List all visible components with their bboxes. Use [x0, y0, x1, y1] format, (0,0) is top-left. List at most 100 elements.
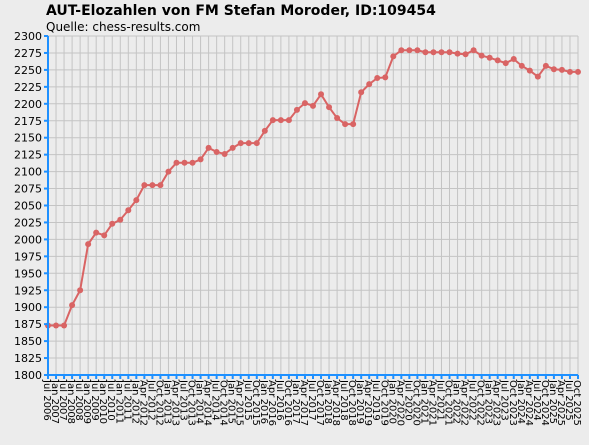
grid	[47, 35, 579, 376]
x-tick-label: Jan 2019	[354, 379, 365, 424]
x-tick-label: Oct 2017	[314, 380, 325, 426]
y-tick-label: 2000	[14, 233, 42, 246]
y-tick-label: 2175	[14, 115, 42, 128]
point	[213, 148, 220, 155]
point	[85, 241, 92, 248]
x-tick-label: Jul 2008	[73, 379, 84, 421]
point	[494, 57, 501, 64]
point	[157, 182, 164, 189]
y-tick-label: 1800	[14, 369, 42, 382]
x-tick-label: Jan 2015	[226, 379, 237, 424]
point	[374, 75, 381, 82]
x-tick-label: Jan 2023	[483, 379, 494, 424]
x-tick-label: Oct 2021	[443, 380, 454, 426]
y-tick-label: 2050	[14, 200, 42, 213]
x-tick-label: Jan 2025	[547, 379, 558, 424]
x-tick-label: Jul 2014	[210, 379, 221, 421]
point	[53, 322, 60, 329]
point	[269, 117, 276, 124]
x-tick-label: Oct 2013	[186, 380, 197, 426]
y-tick-label: 1875	[14, 318, 42, 331]
x-tick-label: Oct 2014	[218, 380, 229, 426]
point	[109, 220, 116, 227]
point	[93, 229, 100, 236]
x-tick-label: Apr 2024	[523, 380, 534, 426]
point	[366, 81, 373, 88]
x-tick-label: Jul 2015	[242, 379, 253, 421]
x-tick-label: Apr 2018	[330, 380, 341, 426]
marks	[45, 47, 581, 329]
point	[454, 50, 461, 57]
x-tick-label: Jul 2020	[402, 379, 413, 421]
point	[69, 302, 76, 309]
point	[189, 159, 196, 166]
y-tick-label: 2200	[14, 98, 42, 111]
x-tick-label: Oct 2024	[539, 380, 550, 426]
x-tick-label: Oct 2018	[346, 380, 357, 426]
point	[205, 144, 212, 151]
point	[310, 102, 316, 109]
point	[165, 168, 172, 175]
x-tick-label: Jul 2013	[178, 379, 189, 421]
x-tick-label: Jan 2016	[258, 379, 269, 424]
x-tick-label: Jan 2007	[49, 379, 60, 424]
x-tick-label: Oct 2025	[571, 380, 582, 426]
x-tick-label: Apr 2015	[234, 380, 245, 426]
point	[526, 67, 533, 74]
x-tick-label: Jul 2018	[338, 379, 349, 421]
x-tick-label: Jul 2023	[499, 379, 510, 421]
y-tick-label: 2225	[14, 81, 42, 94]
x-tick-label: Jul 2011	[121, 379, 132, 421]
x-tick-label: Jan 2011	[113, 379, 124, 424]
point	[542, 62, 549, 69]
point	[446, 49, 453, 56]
chart-subtitle: Quelle: chess-results.com	[46, 20, 200, 34]
x-tick-label: Oct 2022	[475, 380, 486, 426]
x-tick-label: Jan 2008	[65, 379, 76, 424]
point	[575, 68, 581, 75]
x-tick-label: Jan 2013	[161, 379, 172, 424]
point	[318, 91, 325, 98]
x-tick-label: Jan 2018	[322, 379, 333, 424]
y-tick-label: 2125	[14, 149, 42, 162]
point	[326, 104, 333, 111]
x-tick-label: Jan 2024	[515, 379, 526, 424]
x-tick-label: Oct 2023	[507, 380, 518, 426]
point	[470, 47, 477, 54]
point	[566, 68, 573, 75]
x-tick-label: Jan 2009	[81, 379, 92, 424]
point	[558, 66, 565, 73]
y-tick-label: 2025	[14, 216, 42, 229]
point	[125, 207, 132, 214]
x-tick-label: Oct 2015	[250, 380, 261, 426]
y-tick-label: 2150	[14, 132, 42, 145]
x-tick-label: Apr 2013	[169, 380, 180, 426]
point	[229, 144, 236, 151]
point	[422, 49, 429, 56]
y-tick-label: 2275	[14, 47, 42, 60]
x-tick-label: Apr 2014	[202, 380, 213, 426]
x-tick-label: Jan 2017	[290, 379, 301, 424]
point	[253, 140, 260, 147]
x-tick-label: Jul 2025	[563, 379, 574, 421]
x-tick-label: Jul 2024	[531, 379, 542, 421]
point	[261, 127, 268, 134]
point	[406, 47, 413, 54]
x-tick-label: Jul 2006	[41, 379, 52, 421]
point	[245, 140, 252, 147]
point	[534, 73, 541, 80]
x-tick-label: Jan 2012	[129, 379, 140, 424]
point	[414, 47, 421, 54]
point	[77, 287, 84, 294]
x-tick-label: Jul 2016	[274, 379, 285, 421]
point	[462, 51, 469, 58]
x-tick-label: Oct 2019	[378, 380, 389, 426]
x-tick-label: Jul 2007	[57, 379, 68, 421]
point	[293, 106, 300, 113]
point	[486, 54, 493, 61]
point	[237, 140, 244, 147]
point	[430, 49, 437, 56]
point	[382, 74, 389, 81]
point	[197, 156, 204, 163]
